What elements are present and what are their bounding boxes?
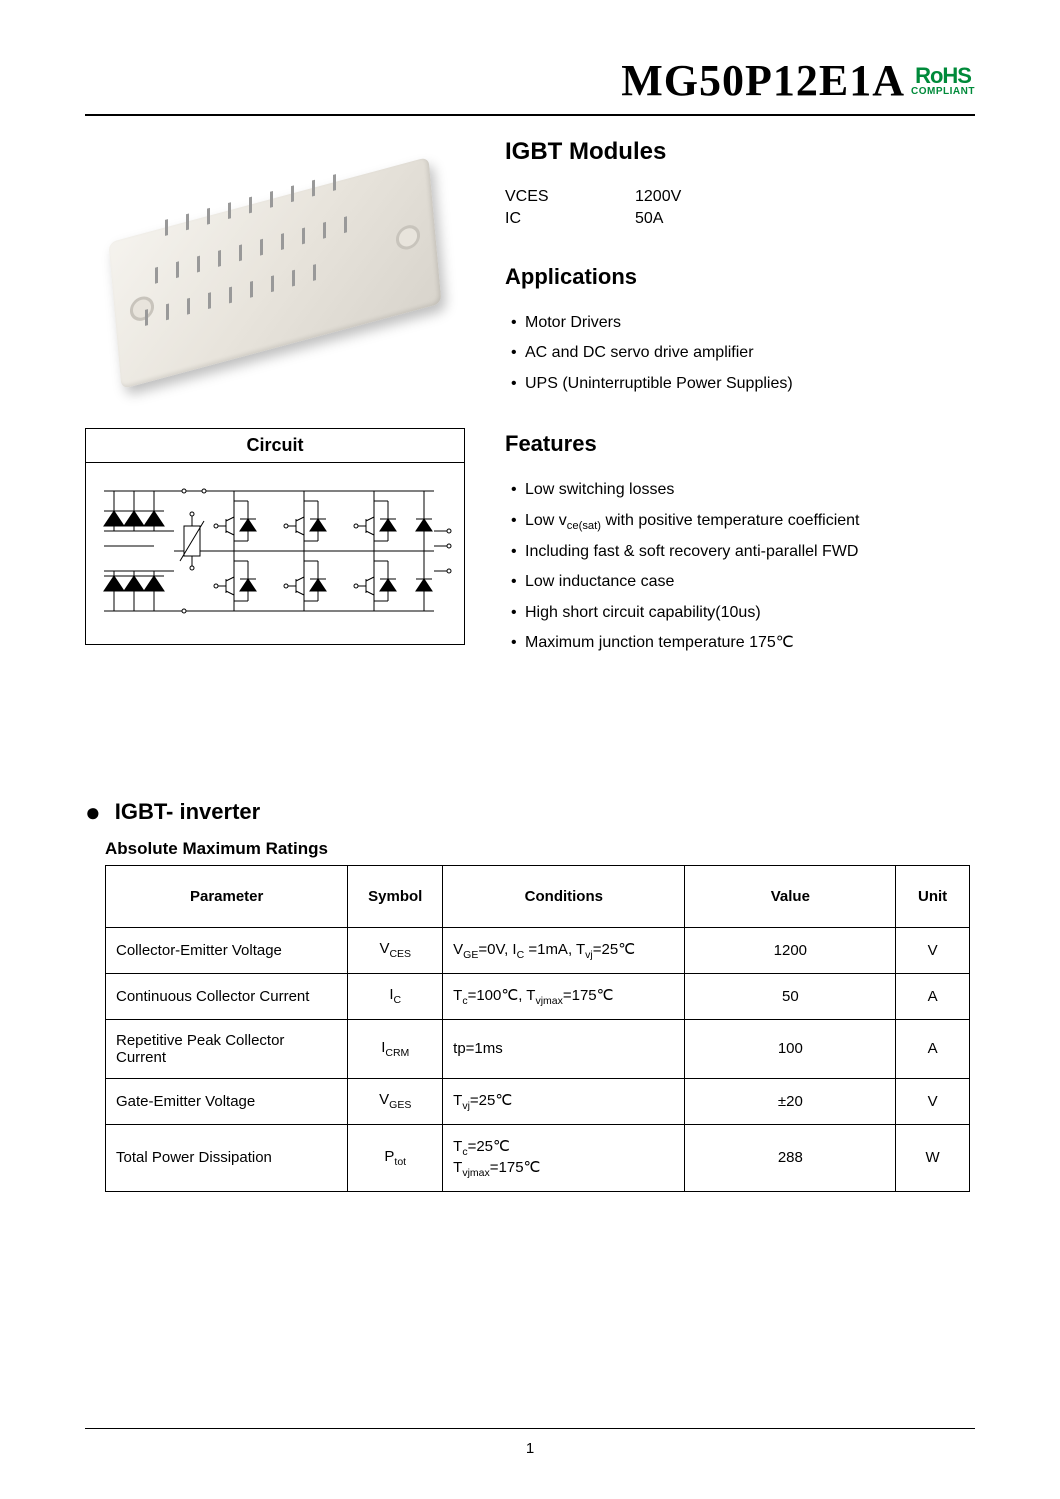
cell-param: Continuous Collector Current	[106, 973, 348, 1019]
cell-cond: VGE=0V, IC =1mA, Tvj=25℃	[443, 927, 685, 973]
col-header: Symbol	[348, 865, 443, 927]
list-item: Low inductance case	[511, 567, 975, 597]
cell-unit: A	[896, 1019, 970, 1078]
product-photo	[85, 138, 465, 398]
list-item: Maximum junction temperature 175℃	[511, 628, 975, 658]
cell-symbol: VGES	[348, 1078, 443, 1124]
cell-unit: W	[896, 1124, 970, 1191]
spec-row: IC 50A	[505, 210, 975, 228]
cell-cond: Tc=100℃, Tvjmax=175℃	[443, 973, 685, 1019]
table-row: Total Power DissipationPtotTc=25℃Tvjmax=…	[106, 1124, 970, 1191]
cell-param: Total Power Dissipation	[106, 1124, 348, 1191]
page-header: MG50P12E1A RoHS COMPLIANT	[85, 55, 975, 116]
cell-param: Gate-Emitter Voltage	[106, 1078, 348, 1124]
spec-row: VCES 1200V	[505, 188, 975, 206]
cell-symbol: IC	[348, 973, 443, 1019]
inverter-heading-text: IGBT- inverter	[115, 799, 260, 825]
col-header: Conditions	[443, 865, 685, 927]
cell-value: 50	[685, 973, 896, 1019]
table-caption: Absolute Maximum Ratings	[105, 839, 975, 859]
list-item: Motor Drivers	[511, 308, 975, 338]
inverter-heading: ● IGBT- inverter	[85, 799, 975, 825]
key-specs: VCES 1200V IC 50A	[505, 188, 975, 228]
overview-title: IGBT Modules	[505, 138, 975, 166]
circuit-schematic-icon	[94, 471, 454, 631]
list-item: Low vce(sat) with positive temperature c…	[511, 506, 975, 537]
table-row: Repetitive Peak Collector CurrentICRMtp=…	[106, 1019, 970, 1078]
cell-unit: V	[896, 927, 970, 973]
spec-value: 50A	[635, 210, 663, 228]
cell-param: Repetitive Peak Collector Current	[106, 1019, 348, 1078]
list-item: AC and DC servo drive amplifier	[511, 338, 975, 368]
cell-unit: A	[896, 973, 970, 1019]
features-list: Low switching lossesLow vce(sat) with po…	[505, 475, 975, 658]
cell-unit: V	[896, 1078, 970, 1124]
applications-title: Applications	[505, 264, 975, 290]
footer-rule	[85, 1428, 975, 1429]
table-row: Continuous Collector CurrentICTc=100℃, T…	[106, 973, 970, 1019]
table-header-row: Parameter Symbol Conditions Value Unit	[106, 865, 970, 927]
list-item: Including fast & soft recovery anti-para…	[511, 537, 975, 567]
cell-value: 288	[685, 1124, 896, 1191]
ratings-table: Parameter Symbol Conditions Value Unit C…	[105, 865, 970, 1192]
col-header: Parameter	[106, 865, 348, 927]
cell-param: Collector-Emitter Voltage	[106, 927, 348, 973]
rohs-text-bottom: COMPLIANT	[911, 87, 975, 97]
cell-symbol: ICRM	[348, 1019, 443, 1078]
list-item: High short circuit capability(10us)	[511, 598, 975, 628]
cell-cond: Tc=25℃Tvjmax=175℃	[443, 1124, 685, 1191]
col-header: Value	[685, 865, 896, 927]
col-header: Unit	[896, 865, 970, 927]
bullet-icon: ●	[85, 799, 101, 825]
cell-value: 100	[685, 1019, 896, 1078]
features-title: Features	[505, 431, 975, 457]
circuit-diagram-box: Circuit	[85, 428, 465, 645]
spec-label: IC	[505, 210, 635, 228]
table-row: Gate-Emitter VoltageVGESTvj=25℃±20V	[106, 1078, 970, 1124]
rohs-text-top: RoHS	[915, 65, 971, 87]
spec-value: 1200V	[635, 188, 681, 206]
rohs-badge: RoHS COMPLIANT	[911, 65, 975, 97]
circuit-title: Circuit	[86, 429, 464, 463]
list-item: Low switching losses	[511, 475, 975, 505]
applications-list: Motor DriversAC and DC servo drive ampli…	[505, 308, 975, 399]
part-number: MG50P12E1A	[621, 55, 905, 106]
cell-symbol: VCES	[348, 927, 443, 973]
cell-cond: Tvj=25℃	[443, 1078, 685, 1124]
spec-label: VCES	[505, 188, 635, 206]
cell-cond: tp=1ms	[443, 1019, 685, 1078]
cell-value: 1200	[685, 927, 896, 973]
list-item: UPS (Uninterruptible Power Supplies)	[511, 369, 975, 399]
cell-symbol: Ptot	[348, 1124, 443, 1191]
table-row: Collector-Emitter VoltageVCESVGE=0V, IC …	[106, 927, 970, 973]
cell-value: ±20	[685, 1078, 896, 1124]
page-number: 1	[0, 1440, 1060, 1457]
